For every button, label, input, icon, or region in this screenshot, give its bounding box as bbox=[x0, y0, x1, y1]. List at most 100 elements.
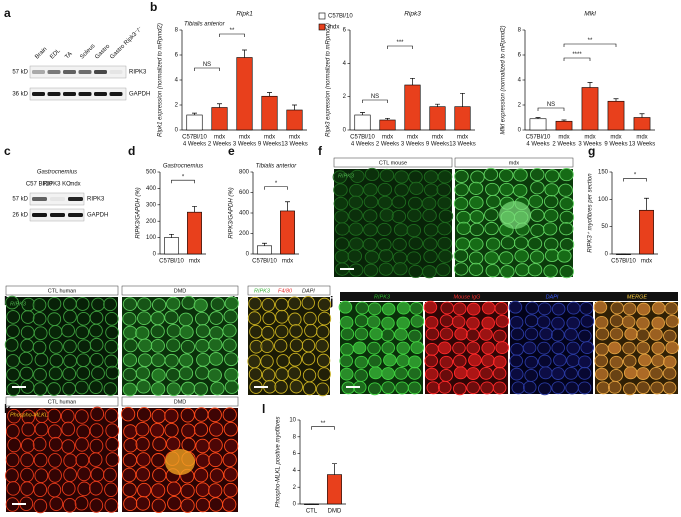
myofibre bbox=[105, 436, 120, 452]
x-tick-label: C57Bl/10 bbox=[182, 135, 207, 141]
myofibre bbox=[408, 196, 423, 210]
y-axis-label: RIPK3/GAPDH (%) bbox=[229, 187, 235, 238]
myofibre bbox=[636, 367, 650, 380]
myofibre bbox=[378, 262, 394, 276]
y-tick-label: 0 bbox=[153, 252, 157, 258]
myofibre bbox=[20, 452, 34, 468]
myofibre bbox=[368, 354, 382, 368]
myofibre bbox=[651, 301, 666, 315]
myofibre bbox=[136, 407, 152, 422]
myofibre bbox=[349, 237, 364, 251]
myofibre bbox=[223, 309, 238, 324]
myofibre bbox=[494, 301, 509, 315]
bar bbox=[187, 211, 202, 255]
significance-bracket bbox=[563, 57, 591, 61]
myofibre bbox=[537, 382, 552, 396]
myofibre bbox=[20, 338, 34, 353]
myofibre bbox=[47, 297, 62, 311]
myofibre bbox=[223, 482, 238, 498]
myofibre bbox=[6, 324, 20, 339]
y-tick-label: 0 bbox=[518, 128, 522, 134]
myofibre bbox=[492, 366, 507, 380]
myofibre bbox=[135, 326, 150, 340]
myofibre bbox=[383, 353, 397, 367]
x-tick-label: mdx bbox=[239, 135, 250, 141]
myofibre bbox=[408, 355, 422, 369]
myofibre bbox=[559, 210, 575, 224]
y-tick-label: 0 bbox=[175, 128, 179, 134]
myofibre bbox=[453, 366, 468, 380]
myofibre bbox=[20, 481, 34, 496]
panel-letter: e bbox=[228, 144, 235, 158]
myofibre bbox=[524, 369, 538, 382]
myofibre bbox=[75, 437, 89, 452]
myofibre bbox=[513, 168, 528, 182]
myofibre bbox=[426, 381, 441, 395]
myofibre bbox=[89, 380, 103, 394]
myofibre bbox=[514, 249, 529, 263]
myofibre bbox=[466, 328, 480, 342]
myofibre bbox=[63, 453, 78, 468]
y-tick-label: 200 bbox=[239, 231, 250, 237]
blot-band bbox=[78, 70, 92, 74]
stain-label: Mouse IgG bbox=[454, 294, 482, 300]
myofibre bbox=[274, 380, 288, 394]
myofibre bbox=[662, 366, 677, 380]
myofibre bbox=[381, 328, 395, 342]
myofibre bbox=[287, 296, 302, 311]
myofibre bbox=[105, 325, 119, 340]
myofibre bbox=[422, 265, 437, 279]
myofibre bbox=[649, 366, 663, 380]
myofibre bbox=[223, 467, 238, 482]
y-axis-label: RIPK3/GAPDH (%) bbox=[136, 187, 142, 238]
myofibre bbox=[551, 381, 565, 395]
panel-letter: a bbox=[4, 6, 11, 20]
x-tick-sublabel: 13 Weeks bbox=[281, 142, 308, 148]
myofibre bbox=[607, 380, 622, 394]
myofibre bbox=[509, 367, 524, 381]
image-header-label: DMD bbox=[174, 288, 187, 294]
myofibre bbox=[261, 297, 276, 312]
image-header-label: CTL mouse bbox=[379, 160, 407, 166]
myofibre bbox=[48, 453, 62, 468]
myofibre bbox=[103, 382, 118, 396]
myofibre bbox=[224, 367, 239, 382]
bar bbox=[261, 95, 278, 131]
bar bbox=[607, 100, 625, 131]
myofibre bbox=[408, 264, 423, 279]
myofibre bbox=[538, 366, 553, 380]
y-tick-label: 400 bbox=[239, 211, 250, 217]
myofibre bbox=[6, 310, 21, 324]
myofibre bbox=[47, 482, 62, 498]
myofibre bbox=[621, 315, 636, 329]
myofibre bbox=[47, 424, 62, 439]
myofibre bbox=[394, 170, 409, 184]
x-tick-sublabel: 3 Weeks bbox=[578, 142, 601, 148]
scale-bar bbox=[346, 386, 360, 388]
myofibre bbox=[594, 354, 608, 368]
band-label: RIPK3 bbox=[129, 70, 147, 76]
myofibre bbox=[138, 338, 153, 353]
significance-bracket bbox=[387, 45, 413, 49]
myofibre bbox=[622, 341, 636, 355]
myofibre bbox=[499, 182, 514, 197]
myofibre bbox=[33, 326, 48, 341]
myofibre bbox=[260, 339, 274, 354]
error-bar bbox=[262, 242, 267, 246]
myofibre bbox=[367, 302, 382, 316]
myofibre bbox=[178, 366, 194, 381]
myofibre bbox=[392, 237, 407, 251]
myofibre bbox=[480, 381, 494, 395]
x-tick-sublabel: 2 Weeks bbox=[376, 142, 399, 148]
myofibre bbox=[104, 408, 119, 423]
myofibre bbox=[423, 249, 438, 264]
lane-label: Gastro bbox=[94, 43, 111, 60]
x-tick-sublabel: 4 Weeks bbox=[183, 142, 206, 148]
myofibre bbox=[377, 238, 392, 252]
myofibre bbox=[88, 452, 103, 467]
myofibre bbox=[391, 210, 407, 224]
myofibre bbox=[638, 353, 652, 367]
myofibre bbox=[77, 481, 92, 497]
x-tick-label: mdx bbox=[214, 135, 225, 141]
